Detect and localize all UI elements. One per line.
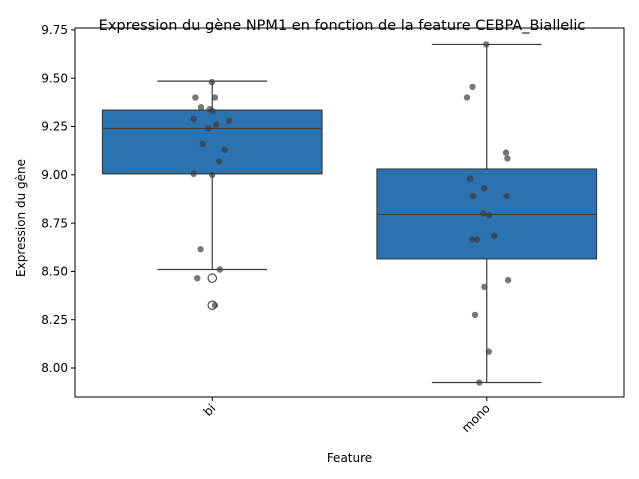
data-point <box>491 232 498 239</box>
data-point <box>190 115 197 123</box>
y-tick-label: 9.00 <box>41 168 68 182</box>
data-point <box>463 94 471 101</box>
data-point <box>209 107 216 115</box>
data-point <box>471 311 479 319</box>
data-point <box>469 236 476 243</box>
y-tick-label: 8.50 <box>41 265 68 279</box>
data-point <box>212 121 220 128</box>
data-point <box>469 192 477 200</box>
data-point <box>208 78 216 86</box>
data-point <box>503 192 510 200</box>
x-tick-label: mono <box>459 401 493 435</box>
data-point <box>480 210 487 217</box>
data-point <box>194 274 201 282</box>
y-tick-label: 8.75 <box>41 216 68 230</box>
y-axis-label: Expression du gène <box>14 159 28 277</box>
data-point <box>466 175 474 182</box>
data-point <box>502 149 510 156</box>
y-tick-label: 8.00 <box>41 361 68 375</box>
data-point <box>476 379 483 386</box>
data-point <box>211 302 219 309</box>
y-tick-label: 9.25 <box>41 120 68 134</box>
data-point <box>485 212 493 219</box>
y-tick-label: 8.25 <box>41 313 68 327</box>
outlier-marker <box>207 273 218 283</box>
data-point <box>473 236 481 243</box>
y-tick-label: 9.75 <box>41 23 68 37</box>
data-point <box>199 140 206 148</box>
data-point <box>485 348 493 355</box>
x-axis-label: Feature <box>327 451 372 465</box>
plot-area: 8.00 8.25 8.50 8.75 9.00 9.25 9.50 9.75 bi mono <box>41 23 625 435</box>
data-point <box>192 94 199 101</box>
data-point <box>216 266 224 273</box>
data-point <box>221 146 228 153</box>
data-point <box>211 94 219 101</box>
data-point <box>482 41 490 48</box>
data-point <box>225 117 233 124</box>
data-point <box>197 104 205 111</box>
y-tick-label: 9.50 <box>41 71 68 85</box>
box-iqr <box>101 109 323 175</box>
x-tick-label: bi <box>201 401 219 419</box>
data-point <box>481 185 488 192</box>
data-point <box>205 125 212 132</box>
data-point <box>208 171 216 179</box>
data-point <box>469 83 476 91</box>
data-point <box>190 170 197 178</box>
data-point <box>504 276 512 284</box>
axes-frame <box>74 27 625 398</box>
chart-title: Expression du gène NPM1 en fonction de l… <box>99 18 586 34</box>
data-point <box>215 158 223 165</box>
data-point <box>504 155 511 162</box>
data-point <box>197 246 204 253</box>
data-point <box>481 283 488 291</box>
